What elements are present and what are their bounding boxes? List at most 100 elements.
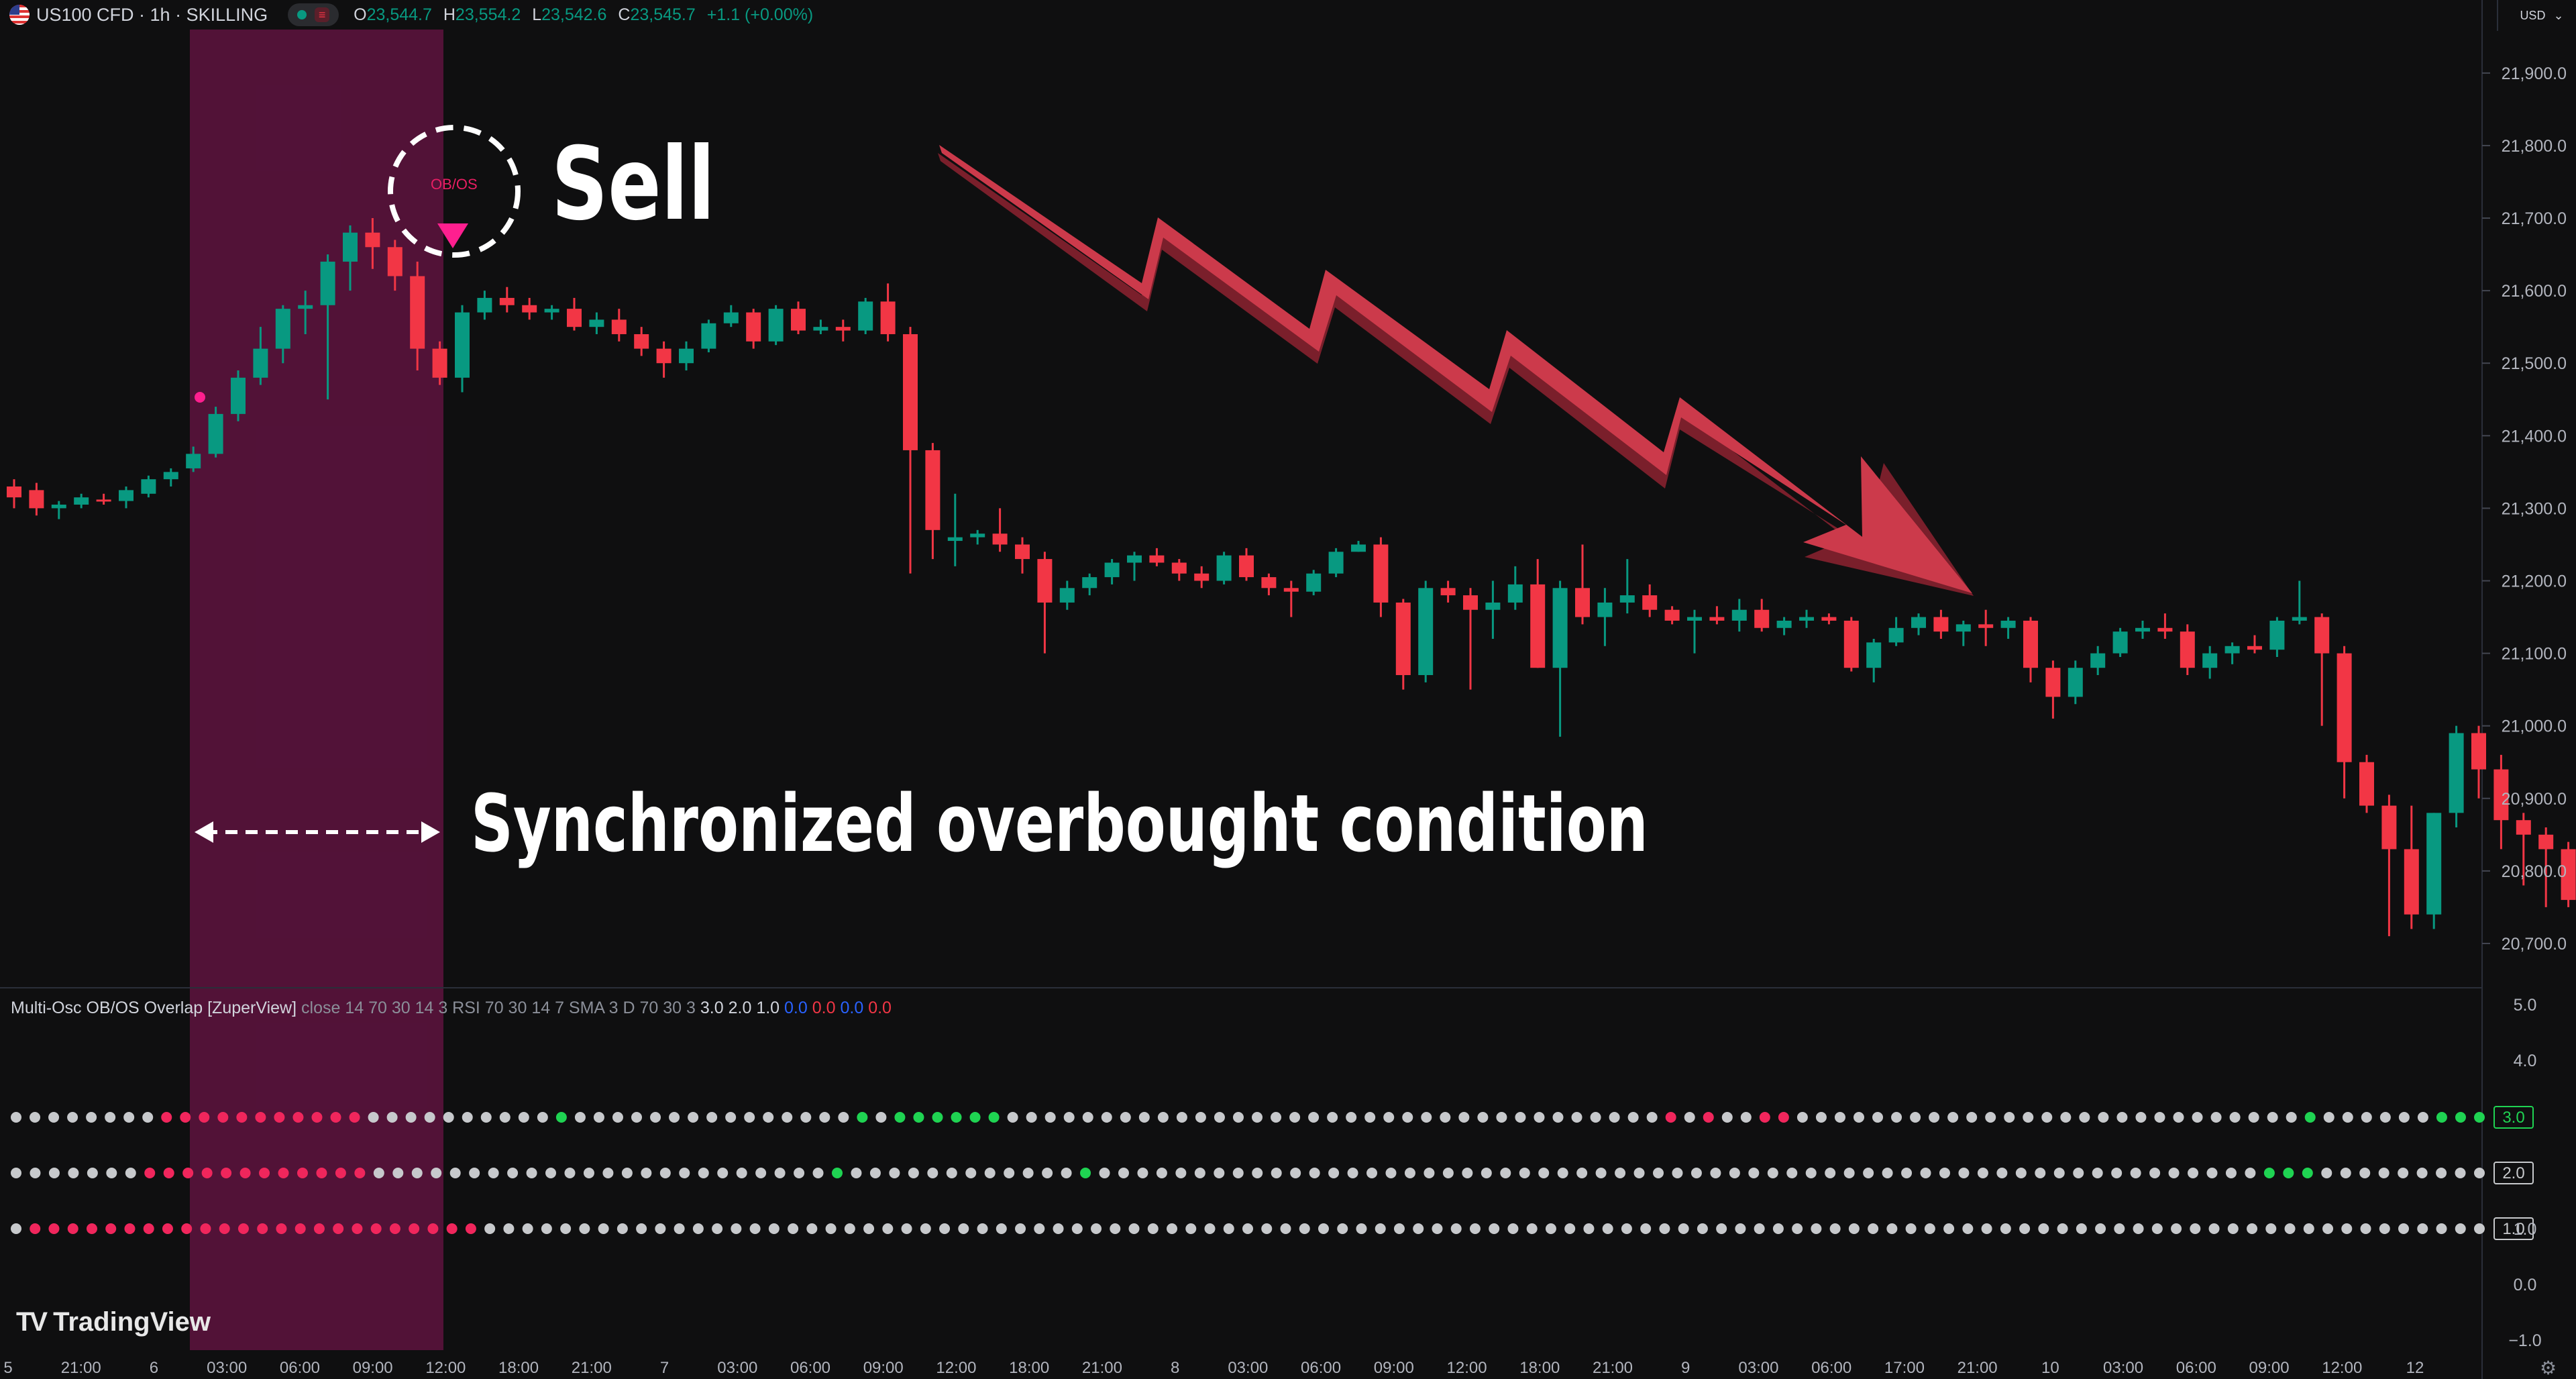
- candle-body[interactable]: [701, 323, 716, 349]
- candle-body[interactable]: [1821, 617, 1837, 621]
- candle-body[interactable]: [1463, 595, 1478, 610]
- candle-body[interactable]: [2180, 631, 2195, 668]
- candle-body[interactable]: [903, 334, 918, 450]
- candle-body[interactable]: [1395, 602, 1411, 676]
- candle-body[interactable]: [29, 490, 44, 509]
- candle-body[interactable]: [1306, 573, 1322, 592]
- candle-body[interactable]: [1127, 555, 1142, 563]
- candle-body[interactable]: [1866, 642, 1882, 668]
- candle-body[interactable]: [74, 497, 89, 505]
- candle-body[interactable]: [2269, 620, 2285, 650]
- candle-body[interactable]: [1955, 624, 1971, 632]
- candle-body[interactable]: [2337, 653, 2352, 762]
- candle-body[interactable]: [163, 472, 178, 480]
- candle-body[interactable]: [2449, 733, 2464, 813]
- candle-body[interactable]: [253, 348, 268, 378]
- candle-body[interactable]: [1194, 573, 1210, 581]
- candle-body[interactable]: [298, 305, 313, 309]
- candle-body[interactable]: [1149, 555, 1165, 563]
- candle-body[interactable]: [387, 247, 402, 276]
- candle-body[interactable]: [2516, 820, 2531, 835]
- candle-body[interactable]: [2314, 617, 2330, 654]
- candle-body[interactable]: [880, 301, 896, 334]
- candle-body[interactable]: [1082, 577, 1097, 589]
- candle-body[interactable]: [2292, 617, 2307, 621]
- candle-body[interactable]: [1440, 588, 1456, 596]
- candle-body[interactable]: [1552, 588, 1568, 668]
- candle-body[interactable]: [544, 309, 559, 313]
- candle-body[interactable]: [7, 486, 21, 498]
- candle-body[interactable]: [2045, 668, 2061, 697]
- candle-body[interactable]: [2112, 631, 2128, 654]
- candle-body[interactable]: [1373, 544, 1389, 603]
- candle-body[interactable]: [1911, 617, 1926, 628]
- candle-body[interactable]: [410, 276, 425, 349]
- candle-body[interactable]: [992, 533, 1008, 545]
- candle-body[interactable]: [1843, 620, 1859, 668]
- candle-body[interactable]: [1687, 617, 1702, 621]
- candle-body[interactable]: [1978, 624, 1994, 628]
- candle-body[interactable]: [141, 479, 156, 494]
- candle-body[interactable]: [477, 297, 492, 313]
- candle-body[interactable]: [2023, 620, 2038, 668]
- candle-body[interactable]: [791, 309, 806, 331]
- candle-body[interactable]: [499, 297, 515, 305]
- candle-body[interactable]: [634, 334, 649, 349]
- candle-body[interactable]: [1619, 595, 1635, 603]
- candle-body[interactable]: [365, 232, 380, 248]
- candle-body[interactable]: [2426, 813, 2442, 915]
- candle-body[interactable]: [96, 499, 111, 502]
- candle-body[interactable]: [1575, 588, 1590, 617]
- candle-body[interactable]: [231, 377, 246, 414]
- candle-body[interactable]: [1418, 588, 1434, 676]
- candle-body[interactable]: [119, 490, 133, 501]
- candle-body[interactable]: [1216, 555, 1232, 581]
- candle-body[interactable]: [2202, 653, 2218, 668]
- indicator-legend[interactable]: Multi-Osc OB/OS Overlap [ZuperView] clos…: [11, 999, 892, 1018]
- candle-body[interactable]: [51, 505, 66, 509]
- candle-body[interactable]: [2561, 849, 2576, 901]
- candle-body[interactable]: [2068, 668, 2083, 697]
- candle-body[interactable]: [1530, 584, 1546, 668]
- candle-body[interactable]: [813, 327, 828, 331]
- candle-body[interactable]: [611, 319, 627, 334]
- candle-body[interactable]: [2493, 769, 2509, 821]
- candle-body[interactable]: [768, 309, 784, 342]
- currency-button[interactable]: USD ⌄: [2497, 0, 2576, 31]
- candle-body[interactable]: [2157, 627, 2173, 632]
- candle-body[interactable]: [1597, 602, 1613, 617]
- candle-body[interactable]: [2247, 646, 2262, 650]
- symbol-title[interactable]: US100 CFD · 1h · SKILLING: [36, 4, 268, 25]
- candle-body[interactable]: [1261, 577, 1277, 589]
- candle-body[interactable]: [1283, 588, 1299, 592]
- market-status-pill[interactable]: ≡: [288, 3, 339, 26]
- candle-body[interactable]: [1171, 562, 1187, 574]
- candle-body[interactable]: [320, 261, 335, 305]
- candle-body[interactable]: [2090, 653, 2106, 668]
- candle-body[interactable]: [2000, 620, 2016, 628]
- settings-icon[interactable]: ⚙: [2540, 1358, 2557, 1378]
- candle-body[interactable]: [858, 301, 873, 331]
- candle-body[interactable]: [1731, 609, 1747, 621]
- candle-body[interactable]: [1664, 609, 1680, 621]
- candle-body[interactable]: [2538, 834, 2554, 850]
- candle-body[interactable]: [1933, 617, 1949, 632]
- candle-body[interactable]: [656, 348, 672, 364]
- candle-body[interactable]: [2381, 805, 2397, 850]
- tradingview-logo[interactable]: TV TradingView: [16, 1307, 211, 1337]
- candle-body[interactable]: [522, 305, 537, 313]
- candle-body[interactable]: [2359, 762, 2374, 806]
- candle-body[interactable]: [1776, 620, 1792, 628]
- candle-body[interactable]: [2135, 627, 2150, 632]
- candle-body[interactable]: [925, 450, 941, 530]
- candle-body[interactable]: [1239, 555, 1254, 578]
- candle-body[interactable]: [947, 537, 963, 542]
- candle-body[interactable]: [723, 312, 739, 323]
- candle-body[interactable]: [1799, 617, 1814, 621]
- candle-body[interactable]: [208, 413, 223, 454]
- candle-body[interactable]: [1015, 544, 1030, 560]
- candle-body[interactable]: [1328, 552, 1344, 574]
- candle-body[interactable]: [2224, 646, 2240, 654]
- candle-body[interactable]: [1037, 559, 1053, 603]
